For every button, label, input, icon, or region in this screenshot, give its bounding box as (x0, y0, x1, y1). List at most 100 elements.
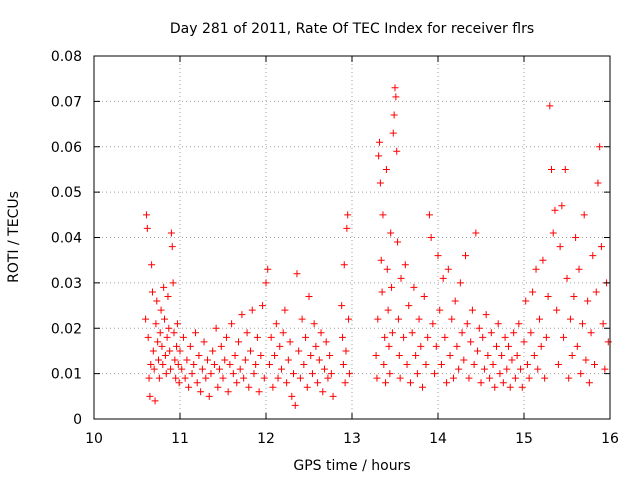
data-point (152, 320, 160, 328)
data-point (322, 338, 330, 346)
data-point (240, 374, 248, 382)
data-point (190, 361, 198, 369)
data-point (147, 361, 155, 369)
data-point (279, 329, 287, 337)
data-point (173, 320, 181, 328)
data-point (383, 265, 391, 273)
data-point (480, 365, 488, 373)
data-point (565, 374, 573, 382)
data-point (395, 351, 403, 359)
data-point (394, 238, 402, 246)
data-point (224, 388, 232, 396)
data-point (267, 333, 275, 341)
data-point (317, 329, 325, 337)
data-point (143, 224, 151, 232)
data-point (234, 338, 242, 346)
data-point (582, 356, 590, 364)
data-point (288, 392, 296, 400)
data-point (487, 329, 495, 337)
data-point (429, 320, 437, 328)
data-point (539, 256, 547, 264)
data-point (472, 229, 480, 237)
data-point (245, 383, 253, 391)
data-point (467, 338, 475, 346)
data-point (377, 256, 385, 264)
data-point (149, 347, 157, 355)
data-point (375, 152, 383, 160)
data-point (572, 234, 580, 241)
data-point (386, 370, 394, 378)
data-point (175, 379, 183, 387)
data-point (439, 274, 447, 282)
data-point (238, 311, 246, 319)
data-point (200, 338, 208, 346)
data-point (372, 351, 380, 359)
data-point (510, 329, 518, 337)
data-point (460, 356, 468, 364)
data-point (566, 315, 574, 323)
data-point (392, 93, 400, 101)
data-point (532, 265, 540, 273)
data-point (388, 329, 396, 337)
data-point (148, 261, 156, 269)
data-point (394, 315, 402, 323)
data-point (468, 306, 476, 314)
y-tick-label: 0.06 (51, 140, 82, 156)
data-point (165, 324, 173, 332)
data-point (427, 234, 435, 241)
data-point (560, 333, 568, 341)
x-tick-label: 13 (343, 431, 361, 447)
x-tick-label: 15 (515, 431, 533, 447)
data-point (236, 365, 244, 373)
data-point (281, 306, 289, 314)
data-point (513, 351, 521, 359)
data-point (378, 288, 386, 296)
data-point (155, 374, 163, 382)
data-point (319, 388, 327, 396)
data-point (568, 351, 576, 359)
data-point (148, 288, 156, 296)
data-point (534, 365, 542, 373)
y-tick-label: 0.01 (51, 367, 82, 383)
data-point (491, 383, 499, 391)
data-point (496, 370, 504, 378)
data-point (431, 370, 439, 378)
data-point (401, 261, 409, 269)
data-point (558, 202, 566, 210)
data-point (231, 351, 239, 359)
data-point (167, 229, 175, 237)
data-point (150, 365, 158, 373)
data-point (303, 383, 311, 391)
data-point (522, 297, 530, 305)
data-point (193, 379, 201, 387)
data-point (197, 388, 205, 396)
data-point (412, 351, 420, 359)
data-point (329, 392, 337, 400)
data-point (276, 342, 284, 350)
data-point (529, 288, 537, 296)
data-point (176, 347, 184, 355)
data-point (315, 356, 323, 364)
data-point (228, 320, 236, 328)
data-point (277, 365, 285, 373)
data-point (173, 342, 181, 350)
data-point (174, 361, 182, 369)
data-point (535, 315, 543, 323)
data-point (479, 333, 487, 341)
data-point (373, 374, 381, 382)
data-point (155, 356, 162, 364)
data-point (518, 383, 526, 391)
data-point (549, 229, 557, 237)
data-point (243, 329, 251, 337)
data-point (544, 292, 552, 300)
data-point (515, 320, 523, 328)
data-point (575, 265, 583, 273)
data-point (396, 374, 404, 382)
data-point (413, 370, 421, 378)
data-point (161, 351, 169, 359)
data-point (233, 379, 241, 387)
data-point (517, 365, 525, 373)
data-point (307, 351, 315, 359)
data-point (163, 333, 171, 341)
